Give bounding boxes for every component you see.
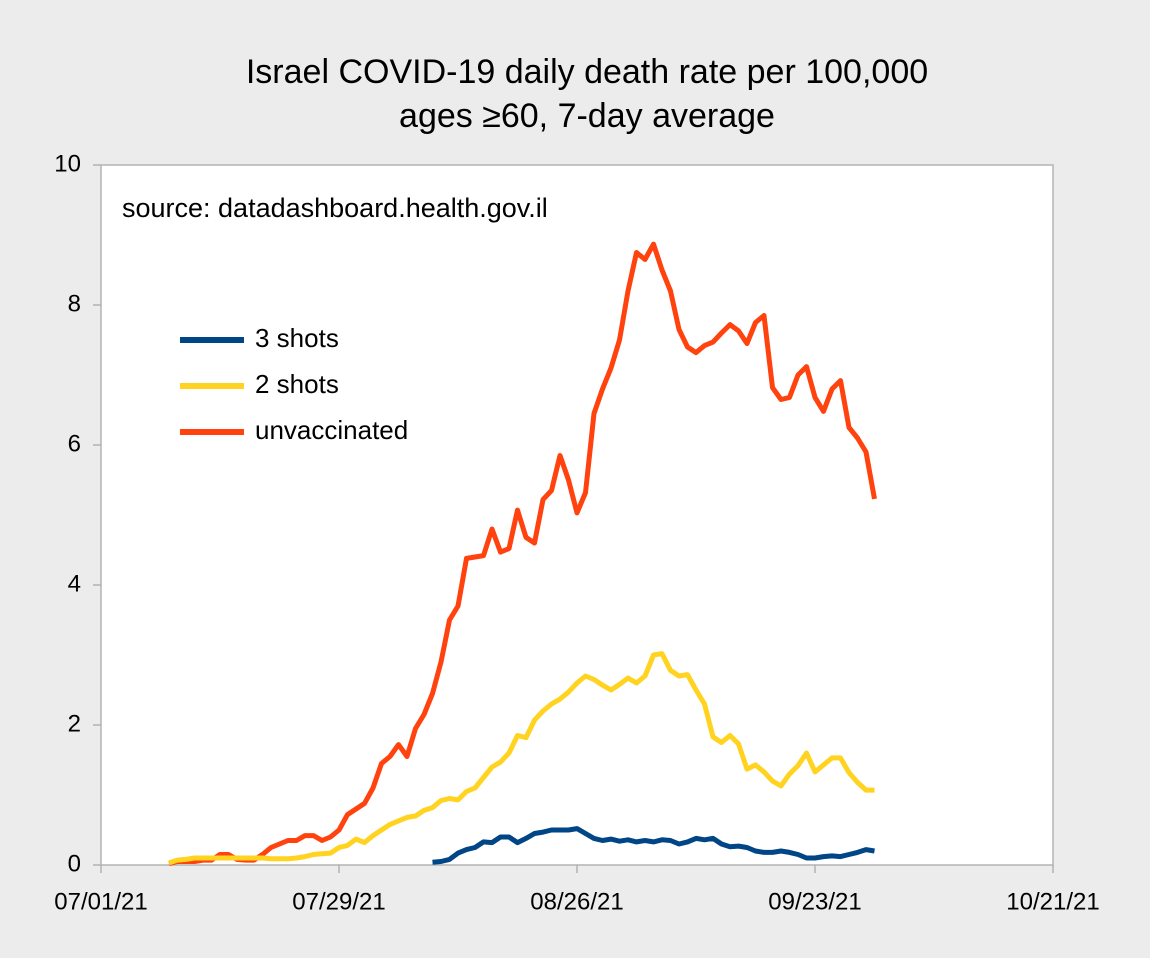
y-tick-label: 2 [68,710,81,737]
x-tick-label: 09/23/21 [768,888,861,915]
x-tick-label: 07/29/21 [292,888,385,915]
x-tick-label: 08/26/21 [530,888,623,915]
legend-label: 3 shots [255,323,339,353]
series-line [168,651,875,866]
y-tick-label: 6 [68,430,81,457]
legend-label: unvaccinated [255,415,408,445]
x-tick-label: 07/01/21 [54,888,147,915]
y-tick-label: 0 [68,850,81,877]
series-line [168,241,877,867]
y-tick-label: 10 [54,150,81,177]
chart-title: Israel COVID-19 daily death rate per 100… [246,53,928,91]
series-line [432,826,875,865]
chart-subtitle: ages ≥60, 7-day average [399,97,775,135]
annotation: source: datadashboard.health.gov.il [122,193,548,223]
x-tick-label: 10/21/21 [1006,888,1099,915]
y-tick-label: 4 [68,570,81,597]
legend-label: 2 shots [255,369,339,399]
y-tick-label: 8 [68,290,81,317]
